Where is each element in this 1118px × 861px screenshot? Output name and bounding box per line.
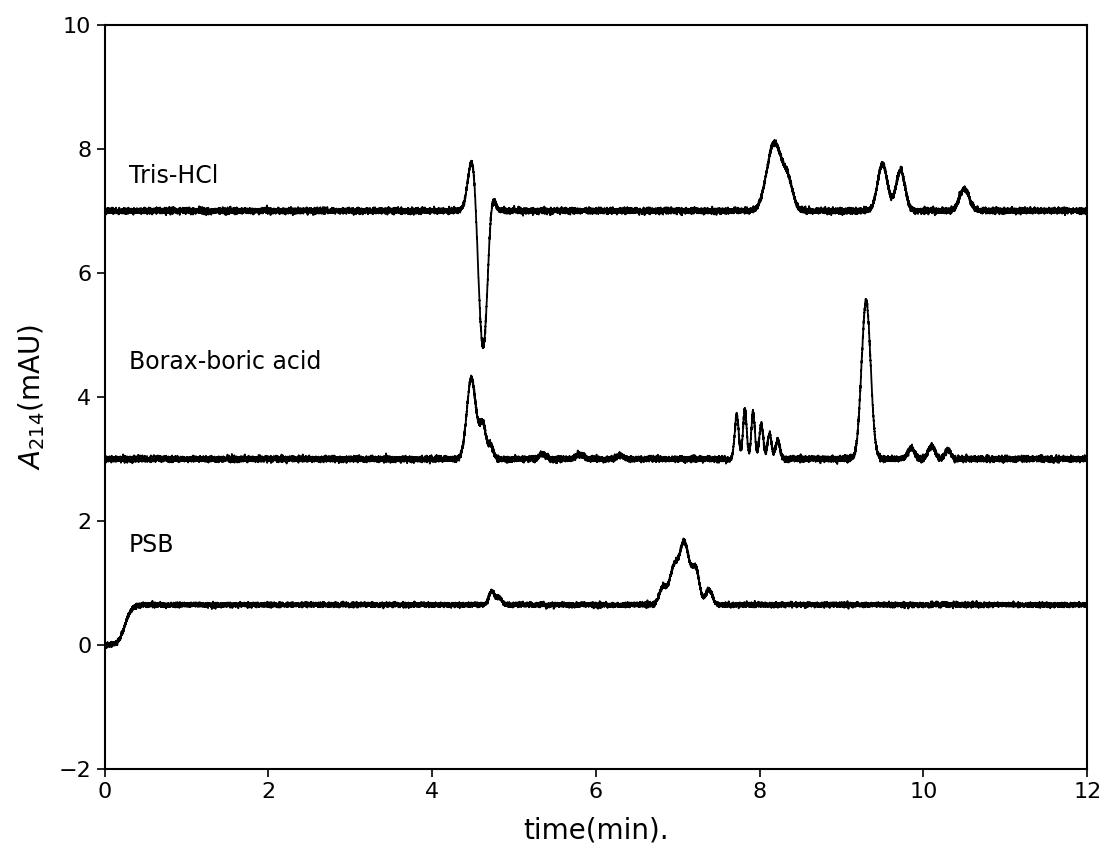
Text: Tris-HCl: Tris-HCl xyxy=(129,164,218,188)
Y-axis label: $A_{214}$(mAU): $A_{214}$(mAU) xyxy=(17,324,47,470)
X-axis label: time(min).: time(min). xyxy=(523,816,669,845)
Text: PSB: PSB xyxy=(129,533,174,557)
Text: Borax-boric acid: Borax-boric acid xyxy=(129,350,322,374)
